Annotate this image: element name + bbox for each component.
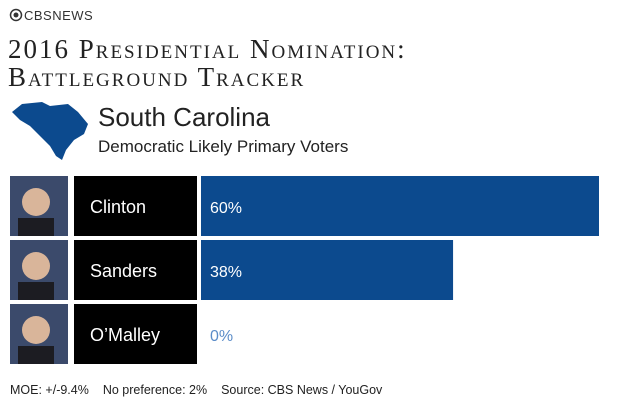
bar [201, 240, 454, 300]
name-box [74, 240, 197, 300]
chart-subtitle: Democratic Likely Primary Voters [98, 137, 348, 156]
category-label: Clinton [90, 197, 146, 217]
value-label: 38% [210, 264, 242, 281]
category-label: O’Malley [90, 325, 160, 345]
state-map [12, 102, 88, 160]
category-label: Sanders [90, 261, 157, 281]
photo-body [18, 218, 54, 236]
footnote: No preference: 2% [103, 383, 207, 397]
photo-face [22, 316, 50, 344]
value-label: 0% [210, 328, 233, 345]
logo-eye [9, 8, 23, 22]
photo-face [22, 188, 50, 216]
footnote: MOE: +/-9.4% [10, 383, 89, 397]
photo-body [18, 282, 54, 300]
name-box [74, 176, 197, 236]
bar [201, 176, 599, 236]
footnote: Source: CBS News / YouGov [221, 383, 383, 397]
logo: CBSNEWS [24, 8, 93, 23]
name-box [74, 304, 197, 364]
region: South Carolina [98, 102, 271, 132]
photo-body [18, 346, 54, 364]
chart-title: Battleground Tracker [8, 62, 305, 92]
chart-title: 2016 Presidential Nomination: [8, 34, 407, 64]
photo-face [22, 252, 50, 280]
value-label: 60% [210, 200, 242, 217]
